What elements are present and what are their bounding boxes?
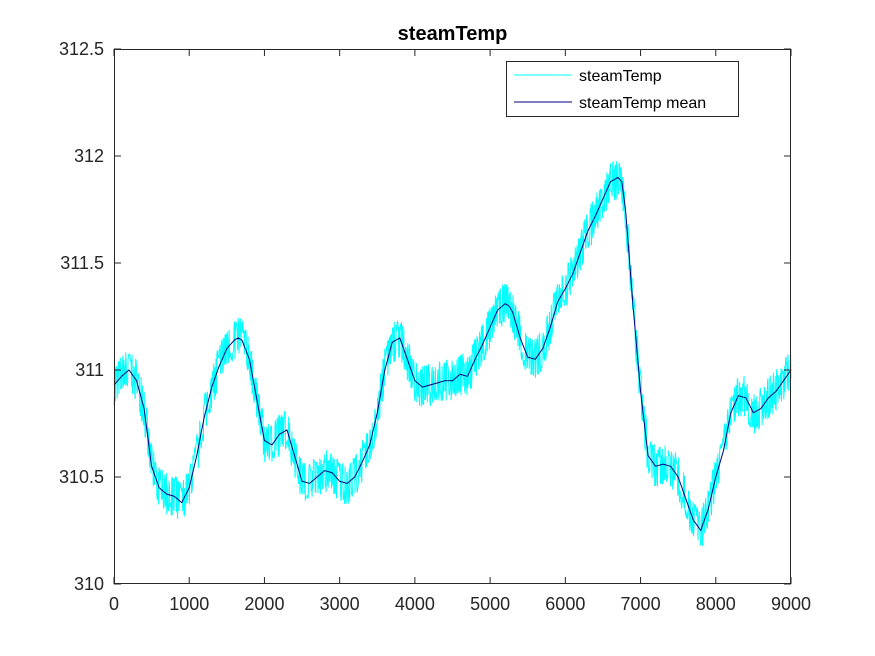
axis-layer: 0 1000 2000 3000 4000 5000 6000 7000 8000 9000 310… xyxy=(59,39,811,614)
x-tick-label: 2000 xyxy=(244,594,284,614)
legend-label-steamtemp-mean: steamTemp mean xyxy=(579,95,706,112)
plot-frame xyxy=(114,49,791,584)
y-tick-label: 312 xyxy=(74,146,104,166)
series-line-steamtemp xyxy=(113,160,792,547)
y-tick-label: 311 xyxy=(75,360,104,380)
series-layer xyxy=(113,160,792,547)
legend-box xyxy=(506,61,739,117)
legend: steamTemp steamTemp mean xyxy=(506,61,739,117)
y-tick-label: 311.5 xyxy=(60,253,104,273)
x-tick-label: 8000 xyxy=(696,594,736,614)
x-tick-label: 1000 xyxy=(169,594,209,614)
chart-title: steamTemp xyxy=(398,23,508,45)
y-tick-label: 310.5 xyxy=(59,467,104,487)
x-tick-label: 4000 xyxy=(395,594,435,614)
x-tick-label: 3000 xyxy=(320,594,360,614)
x-tick-label: 5000 xyxy=(470,594,510,614)
x-tick-label: 7000 xyxy=(621,594,661,614)
y-tick-label: 312.5 xyxy=(59,39,104,59)
x-tick-label: 0 xyxy=(109,594,119,614)
y-tick-label: 310 xyxy=(74,574,104,594)
x-tick-label: 6000 xyxy=(545,594,585,614)
series-line-steamtemp-mean xyxy=(113,176,792,531)
legend-label-steamtemp: steamTemp xyxy=(579,68,662,85)
x-tick-label: 9000 xyxy=(771,594,811,614)
